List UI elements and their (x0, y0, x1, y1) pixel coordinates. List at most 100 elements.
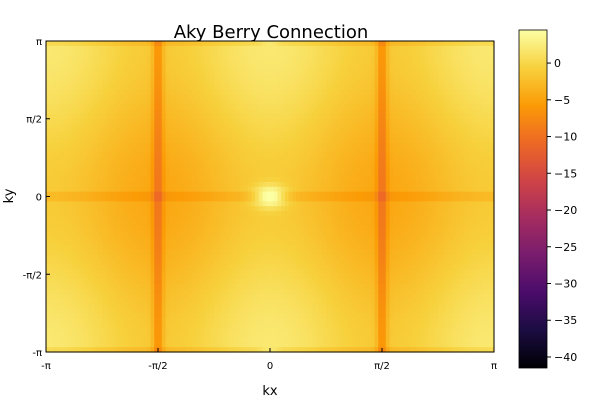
heatmap-cell (75, 220, 81, 227)
heatmap-cell (217, 99, 223, 105)
heatmap-cell (456, 113, 461, 120)
heatmap-cell (385, 177, 391, 183)
heatmap-cell (404, 70, 409, 76)
heatmap-cell (273, 157, 279, 164)
heatmap-cell (288, 206, 293, 212)
heatmap-cell (94, 138, 99, 144)
heatmap-cell (322, 75, 327, 81)
heatmap-cell (475, 162, 480, 168)
heatmap-cell (355, 89, 361, 96)
heatmap-cell (284, 167, 290, 173)
heatmap-cell (277, 240, 282, 246)
heatmap-cell (236, 70, 241, 76)
heatmap-cell (314, 143, 320, 149)
heatmap-cell (172, 123, 178, 130)
heatmap-cell (318, 177, 323, 183)
heatmap-cell (430, 89, 435, 96)
heatmap-cell (486, 177, 491, 183)
heatmap-cell (72, 138, 77, 144)
heatmap-cell (49, 235, 55, 241)
heatmap-cell (154, 94, 159, 100)
heatmap-cell (355, 75, 361, 81)
heatmap-cell (408, 99, 413, 105)
heatmap-cell (299, 138, 305, 144)
heatmap-cell (367, 147, 372, 154)
heatmap-cell (109, 123, 114, 130)
heatmap-cell (180, 60, 185, 66)
heatmap-cell (333, 128, 338, 134)
heatmap-cell (214, 55, 219, 62)
heatmap-cell (475, 206, 480, 212)
heatmap-cell (53, 143, 58, 149)
heatmap-cell (475, 215, 480, 222)
heatmap-cell (176, 167, 181, 173)
heatmap-cell (60, 181, 66, 188)
heatmap-cell (72, 143, 77, 149)
heatmap-cell (296, 50, 301, 57)
heatmap-cell (340, 65, 346, 71)
heatmap-cell (284, 220, 290, 227)
heatmap-cell (270, 128, 275, 134)
heatmap-cell (154, 201, 159, 207)
heatmap-cell (225, 104, 230, 110)
heatmap-cell (452, 79, 458, 86)
heatmap-cell (344, 118, 349, 125)
heatmap-cell (169, 206, 174, 212)
heatmap-cell (438, 172, 443, 178)
heatmap-cell (176, 172, 181, 178)
heatmap-cell (430, 215, 435, 222)
heatmap-cell (83, 211, 88, 217)
heatmap-cell (404, 225, 409, 232)
heatmap-cell (266, 225, 271, 232)
heatmap-cell (266, 99, 271, 105)
heatmap-cell (60, 157, 66, 164)
heatmap-cell (195, 191, 200, 198)
heatmap-cell (475, 113, 480, 120)
heatmap-cell (210, 162, 215, 168)
heatmap-cell (143, 55, 148, 62)
heatmap-cell (352, 196, 357, 202)
heatmap-cell (490, 201, 495, 207)
heatmap-cell (464, 128, 469, 134)
heatmap-cell (374, 89, 379, 96)
heatmap-cell (426, 211, 432, 217)
heatmap-cell (105, 99, 111, 105)
heatmap-cell (180, 240, 185, 246)
heatmap-cell (337, 89, 342, 96)
heatmap-cell (389, 113, 394, 120)
heatmap-cell (449, 104, 454, 110)
heatmap-cell (184, 70, 189, 76)
heatmap-cell (296, 99, 301, 105)
heatmap-cell (355, 84, 361, 91)
heatmap-cell (105, 162, 111, 168)
heatmap-cell (471, 152, 476, 159)
heatmap-cell (60, 191, 66, 198)
heatmap-cell (441, 128, 447, 134)
heatmap-cell (158, 60, 163, 66)
heatmap-cell (303, 41, 308, 47)
heatmap-cell (326, 211, 331, 217)
heatmap-cell (165, 89, 170, 96)
heatmap-cell (158, 50, 163, 57)
heatmap-cell (210, 206, 215, 212)
heatmap-cell (486, 79, 491, 86)
heatmap-cell (135, 138, 140, 144)
heatmap-cell (83, 235, 88, 241)
heatmap-cell (460, 162, 465, 168)
heatmap-cell (240, 118, 245, 125)
heatmap-cell (456, 143, 461, 149)
heatmap-cell (441, 60, 447, 66)
heatmap-cell (464, 147, 469, 154)
heatmap-cell (475, 89, 480, 96)
heatmap-cell (423, 45, 428, 52)
heatmap-cell (165, 113, 170, 120)
heatmap-cell (441, 186, 447, 193)
heatmap-cell (340, 225, 346, 232)
heatmap-cell (161, 70, 167, 76)
heatmap-cell (105, 94, 111, 100)
heatmap-cell (288, 133, 293, 139)
heatmap-cell (393, 201, 398, 207)
heatmap-cell (467, 211, 473, 217)
heatmap-cell (270, 181, 275, 188)
heatmap-cell (120, 220, 125, 227)
